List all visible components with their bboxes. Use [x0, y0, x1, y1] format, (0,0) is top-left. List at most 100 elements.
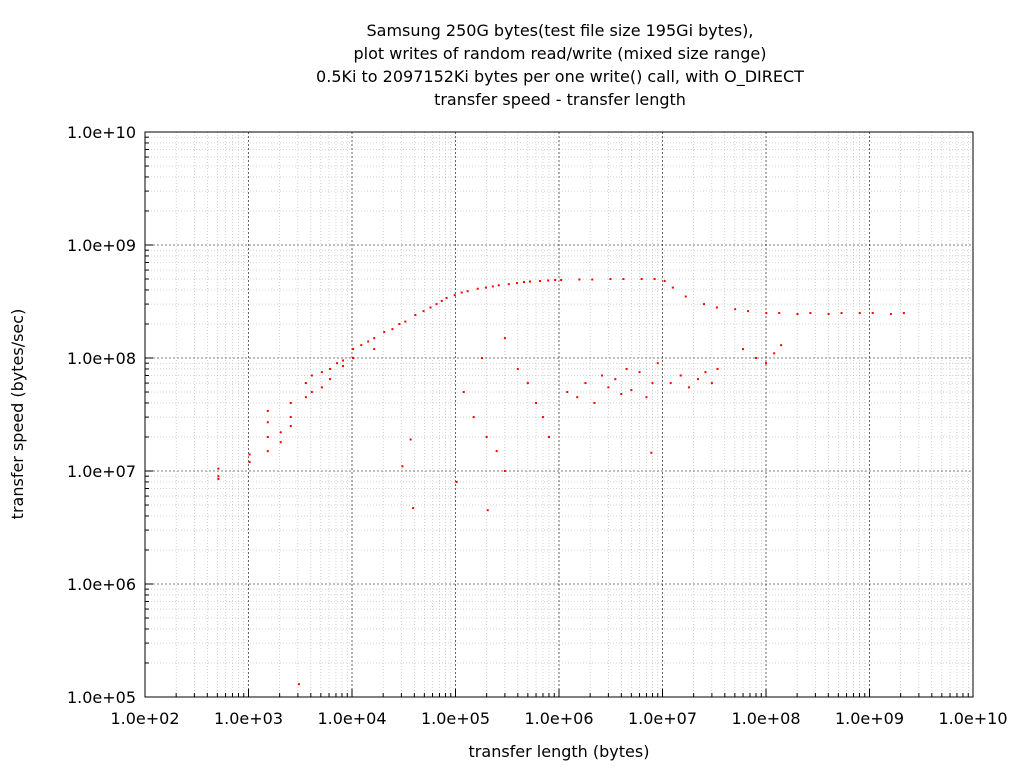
data-point — [554, 279, 557, 282]
x-tick-label: 1.0e+02 — [110, 709, 179, 728]
data-point — [625, 367, 628, 370]
data-point — [607, 386, 610, 389]
y-tick-label: 1.0e+06 — [67, 575, 136, 594]
data-point — [472, 416, 475, 419]
data-point — [778, 312, 781, 315]
y-tick-label: 1.0e+10 — [67, 123, 136, 142]
data-point — [535, 401, 538, 404]
data-point — [460, 291, 463, 294]
y-tick-label: 1.0e+07 — [67, 462, 136, 481]
data-point — [336, 362, 339, 365]
data-point — [266, 409, 269, 412]
data-point — [266, 421, 269, 424]
data-point — [704, 371, 707, 374]
data-point — [541, 416, 544, 419]
data-point — [373, 348, 376, 351]
data-point — [871, 312, 874, 315]
data-point — [289, 416, 292, 419]
data-point — [491, 285, 494, 288]
y-axis-ticks: 1.0e+05 1.0e+06 1.0e+07 1.0e+08 1.0e+09 1.0e+… — [67, 123, 153, 707]
chart-title: Samsung 250G bytes(test file size 195Gi … — [316, 21, 804, 109]
x-tick-label: 1.0e+07 — [628, 709, 697, 728]
data-point — [401, 465, 404, 468]
data-point — [650, 451, 653, 454]
data-point — [429, 306, 432, 309]
data-point — [217, 467, 220, 470]
data-point — [320, 386, 323, 389]
data-point — [248, 461, 251, 464]
data-point — [360, 344, 363, 347]
data-point — [651, 382, 654, 385]
x-tick-label: 1.0e+04 — [317, 709, 386, 728]
data-point — [576, 396, 579, 399]
data-point — [600, 374, 603, 377]
data-point — [858, 312, 861, 315]
data-point — [620, 393, 623, 396]
chart-title-line-3: 0.5Ki to 2097152Ki bytes per one write()… — [316, 67, 804, 87]
y-axis-label: transfer speed (bytes/sec) — [8, 309, 27, 520]
x-tick-label: 1.0e+08 — [731, 709, 800, 728]
y-tick-label: 1.0e+08 — [67, 349, 136, 368]
data-point — [445, 296, 448, 299]
data-point — [765, 362, 767, 365]
data-point — [516, 282, 519, 285]
data-point — [304, 382, 307, 385]
data-point — [827, 313, 830, 316]
data-point — [614, 378, 617, 381]
data-point — [373, 337, 376, 340]
data-point — [609, 278, 612, 281]
data-point — [591, 278, 594, 281]
data-point — [716, 367, 719, 370]
data-point — [640, 278, 643, 281]
data-point — [310, 374, 313, 377]
data-point — [484, 286, 487, 289]
data-point — [503, 337, 506, 340]
x-tick-label: 1.0e+09 — [835, 709, 904, 728]
x-axis-label: transfer length (bytes) — [469, 742, 650, 761]
data-point — [404, 320, 407, 323]
data-point — [266, 450, 269, 453]
x-tick-label: 1.0e+05 — [421, 709, 490, 728]
major-gridlines — [144, 131, 974, 698]
data-point — [638, 371, 641, 374]
data-point — [352, 348, 355, 351]
data-point — [780, 344, 783, 347]
data-point — [503, 470, 506, 472]
data-point — [497, 284, 500, 287]
data-point — [773, 352, 776, 355]
data-point — [289, 401, 292, 404]
data-point — [352, 357, 355, 359]
data-point — [495, 450, 498, 453]
data-point — [578, 278, 581, 281]
data-point — [476, 287, 479, 290]
data-point — [671, 286, 674, 289]
data-point — [526, 382, 529, 385]
data-points — [217, 278, 905, 686]
data-point — [279, 441, 282, 444]
data-point — [696, 378, 699, 381]
data-point — [560, 279, 563, 282]
data-point — [409, 438, 412, 441]
data-point — [435, 303, 438, 306]
data-point — [440, 299, 443, 302]
data-point — [715, 306, 718, 309]
data-point — [522, 281, 525, 284]
data-point — [679, 374, 682, 377]
x-tick-label: 1.0e+06 — [524, 709, 593, 728]
data-point — [486, 509, 489, 512]
chart-title-line-4: transfer speed - transfer length — [434, 90, 686, 109]
data-point — [516, 367, 519, 370]
data-point — [462, 391, 465, 394]
data-point — [584, 382, 587, 385]
data-point — [669, 382, 672, 385]
data-point — [412, 507, 415, 510]
data-point — [507, 283, 510, 286]
data-point — [391, 328, 394, 331]
data-point — [796, 313, 799, 316]
data-point — [248, 453, 251, 456]
data-point — [528, 280, 531, 283]
data-point — [710, 382, 713, 385]
data-point — [687, 386, 690, 389]
data-point — [453, 294, 456, 297]
